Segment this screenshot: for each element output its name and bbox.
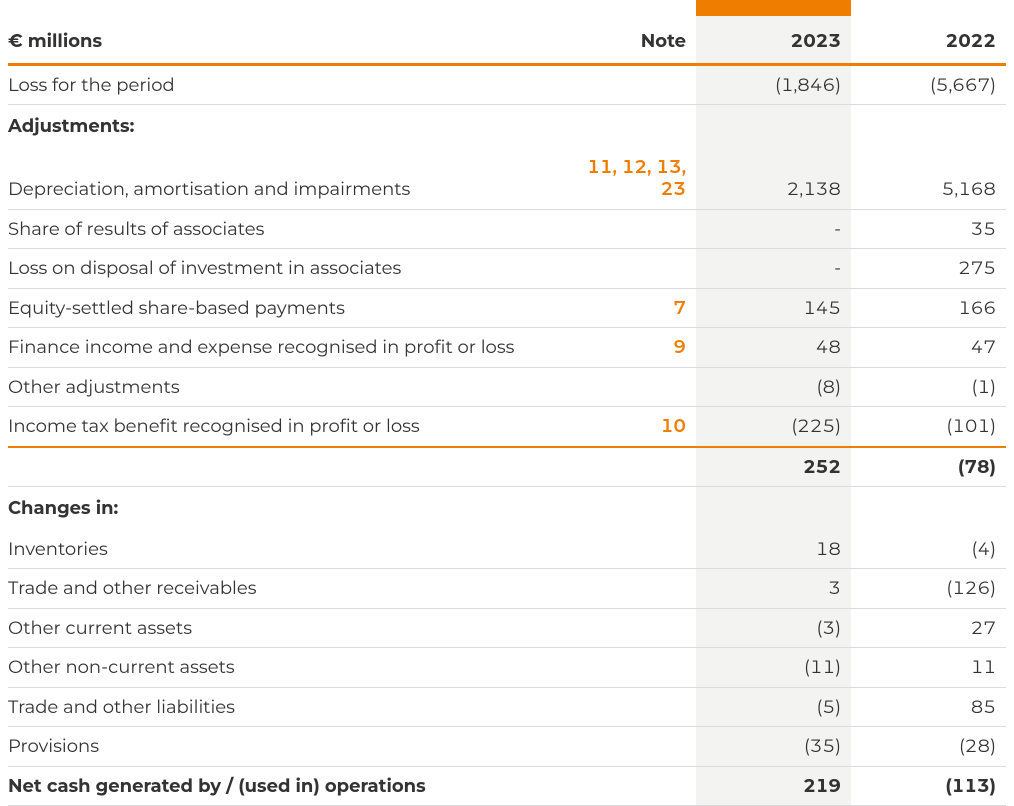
row-note-link <box>558 367 696 407</box>
row-label: Inventories <box>8 530 558 569</box>
row-label: Changes in: <box>8 487 558 530</box>
row-label: Provisions <box>8 727 558 767</box>
row-value-prior: (28) <box>851 727 1006 767</box>
row-note-link[interactable]: 10 <box>558 407 696 447</box>
row-value-prior <box>851 487 1006 530</box>
row-note-link <box>558 530 696 569</box>
table-row: Inventories 18(4) <box>8 530 1006 569</box>
row-value-current: 18 <box>696 530 851 569</box>
row-note-link <box>558 249 696 289</box>
row-label: Adjustments: <box>8 105 558 148</box>
table-row: Depreciation, amortisation and impairmen… <box>8 148 1006 210</box>
row-value-current: (11) <box>696 648 851 688</box>
row-value-current <box>696 105 851 148</box>
row-note-link <box>558 608 696 648</box>
row-value-prior: 11 <box>851 648 1006 688</box>
row-note-link <box>558 569 696 609</box>
table-row: Loss on disposal of investment in associ… <box>8 249 1006 289</box>
row-note-link <box>558 447 696 487</box>
row-note-link <box>558 64 696 105</box>
table-row: Income tax benefit recognised in profit … <box>8 407 1006 447</box>
row-label: Trade and other receivables <box>8 569 558 609</box>
row-value-prior: (101) <box>851 407 1006 447</box>
row-note-link <box>558 687 696 727</box>
cashflow-table: € millions Note 2023 2022 Loss for the p… <box>8 0 1006 806</box>
row-value-current: - <box>696 249 851 289</box>
row-value-prior: (126) <box>851 569 1006 609</box>
row-value-prior: (78) <box>851 447 1006 487</box>
row-value-prior: (4) <box>851 530 1006 569</box>
table-row: Other non-current assets (11)11 <box>8 648 1006 688</box>
row-label: Depreciation, amortisation and impairmen… <box>8 148 558 210</box>
table-row: Net cash generated by / (used in) operat… <box>8 766 1006 806</box>
table-row: Trade and other receivables 3(126) <box>8 569 1006 609</box>
header-accent-row <box>8 0 1006 16</box>
row-label: Finance income and expense recognised in… <box>8 328 558 368</box>
year-current-header: 2023 <box>696 16 851 64</box>
row-value-current: (8) <box>696 367 851 407</box>
row-value-current: (3) <box>696 608 851 648</box>
row-value-current: 48 <box>696 328 851 368</box>
table-row: Finance income and expense recognised in… <box>8 328 1006 368</box>
row-value-prior: (1) <box>851 367 1006 407</box>
row-value-current: 145 <box>696 288 851 328</box>
row-label: Net cash generated by / (used in) operat… <box>8 766 558 806</box>
row-value-current: (1,846) <box>696 64 851 105</box>
row-label: Loss for the period <box>8 64 558 105</box>
row-value-current: - <box>696 209 851 249</box>
row-label: Other non-current assets <box>8 648 558 688</box>
table-row: Adjustments: <box>8 105 1006 148</box>
row-note-link[interactable]: 9 <box>558 328 696 368</box>
row-value-prior: 275 <box>851 249 1006 289</box>
table-row: Changes in: <box>8 487 1006 530</box>
row-value-current: 219 <box>696 766 851 806</box>
row-note-link <box>558 766 696 806</box>
row-value-prior: (5,667) <box>851 64 1006 105</box>
table-row: Equity-settled share-based payments71451… <box>8 288 1006 328</box>
row-value-prior: (113) <box>851 766 1006 806</box>
row-label: Loss on disposal of investment in associ… <box>8 249 558 289</box>
row-value-current: 252 <box>696 447 851 487</box>
table-row: Other adjustments (8)(1) <box>8 367 1006 407</box>
row-label: Other adjustments <box>8 367 558 407</box>
row-value-current <box>696 487 851 530</box>
year-prior-header: 2022 <box>851 16 1006 64</box>
table-row: Provisions (35)(28) <box>8 727 1006 767</box>
row-label: Other current assets <box>8 608 558 648</box>
row-note-link[interactable]: 11, 12, 13, 23 <box>558 148 696 210</box>
row-label: Share of results of associates <box>8 209 558 249</box>
table-row: Share of results of associates -35 <box>8 209 1006 249</box>
table-row: Other current assets (3)27 <box>8 608 1006 648</box>
accent-bar-current-year <box>696 0 851 16</box>
row-note-link <box>558 727 696 767</box>
row-value-current: (225) <box>696 407 851 447</box>
row-value-current: (35) <box>696 727 851 767</box>
table-row: Trade and other liabilities (5)85 <box>8 687 1006 727</box>
row-value-prior <box>851 105 1006 148</box>
row-value-prior: 27 <box>851 608 1006 648</box>
row-note-link[interactable]: 7 <box>558 288 696 328</box>
row-value-prior: 5,168 <box>851 148 1006 210</box>
row-label: Income tax benefit recognised in profit … <box>8 407 558 447</box>
table-row: Loss for the period (1,846)(5,667) <box>8 64 1006 105</box>
table-row: 252(78) <box>8 447 1006 487</box>
row-value-prior: 166 <box>851 288 1006 328</box>
row-value-prior: 85 <box>851 687 1006 727</box>
note-header: Note <box>558 16 696 64</box>
row-value-current: 3 <box>696 569 851 609</box>
row-note-link <box>558 487 696 530</box>
row-note-link <box>558 209 696 249</box>
row-label: Equity-settled share-based payments <box>8 288 558 328</box>
row-value-current: (5) <box>696 687 851 727</box>
header-row: € millions Note 2023 2022 <box>8 16 1006 64</box>
row-value-prior: 47 <box>851 328 1006 368</box>
row-value-current: 2,138 <box>696 148 851 210</box>
row-value-prior: 35 <box>851 209 1006 249</box>
row-label <box>8 447 558 487</box>
row-note-link <box>558 105 696 148</box>
row-label: Trade and other liabilities <box>8 687 558 727</box>
row-note-link <box>558 648 696 688</box>
unit-label: € millions <box>8 16 558 64</box>
